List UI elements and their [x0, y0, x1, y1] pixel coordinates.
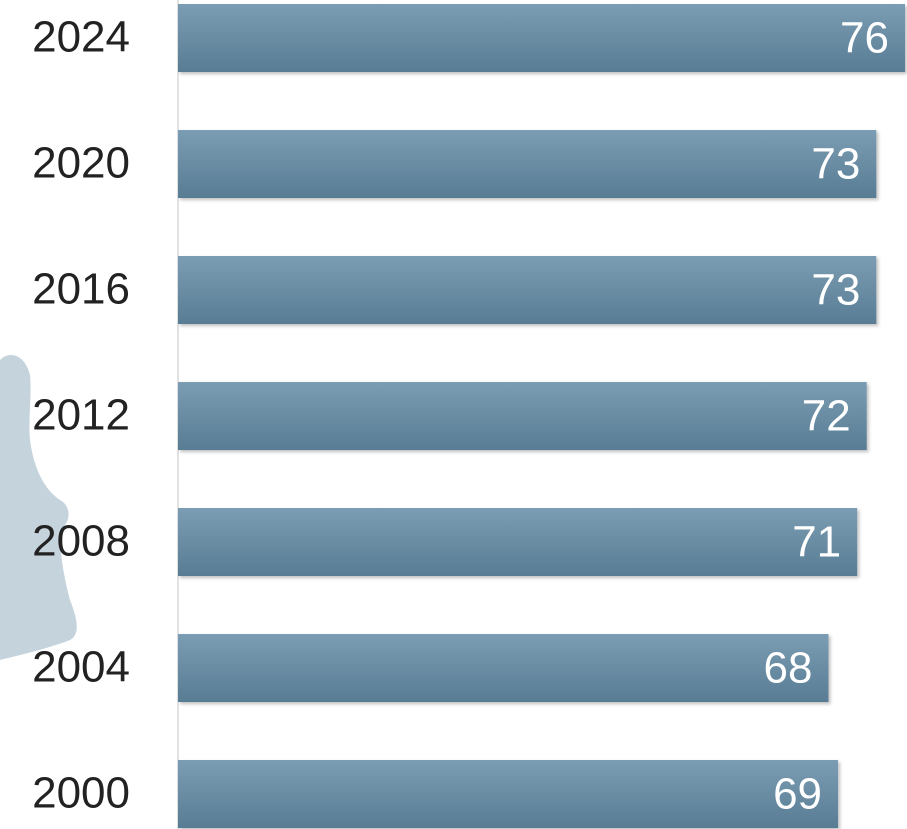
y-tick-label: 2000 — [32, 769, 130, 818]
y-tick-label: 2004 — [32, 643, 130, 692]
bar — [178, 130, 877, 198]
data-label: 73 — [811, 266, 860, 315]
y-tick-label: 2012 — [32, 391, 130, 440]
data-label: 68 — [764, 644, 813, 693]
bar — [178, 634, 829, 702]
y-tick-label: 2024 — [32, 13, 130, 62]
data-label: 69 — [773, 770, 822, 819]
bar — [178, 256, 877, 324]
y-tick-label: 2020 — [32, 139, 130, 188]
silhouette-decoration — [0, 355, 77, 660]
data-label: 76 — [840, 14, 889, 63]
y-tick-label: 2008 — [32, 517, 130, 566]
data-label: 72 — [802, 392, 851, 441]
bar — [178, 508, 858, 576]
data-label: 71 — [792, 518, 841, 567]
bar — [178, 760, 839, 828]
bar — [178, 382, 867, 450]
data-label: 73 — [811, 140, 860, 189]
y-tick-label: 2016 — [32, 265, 130, 314]
bar — [178, 4, 905, 72]
